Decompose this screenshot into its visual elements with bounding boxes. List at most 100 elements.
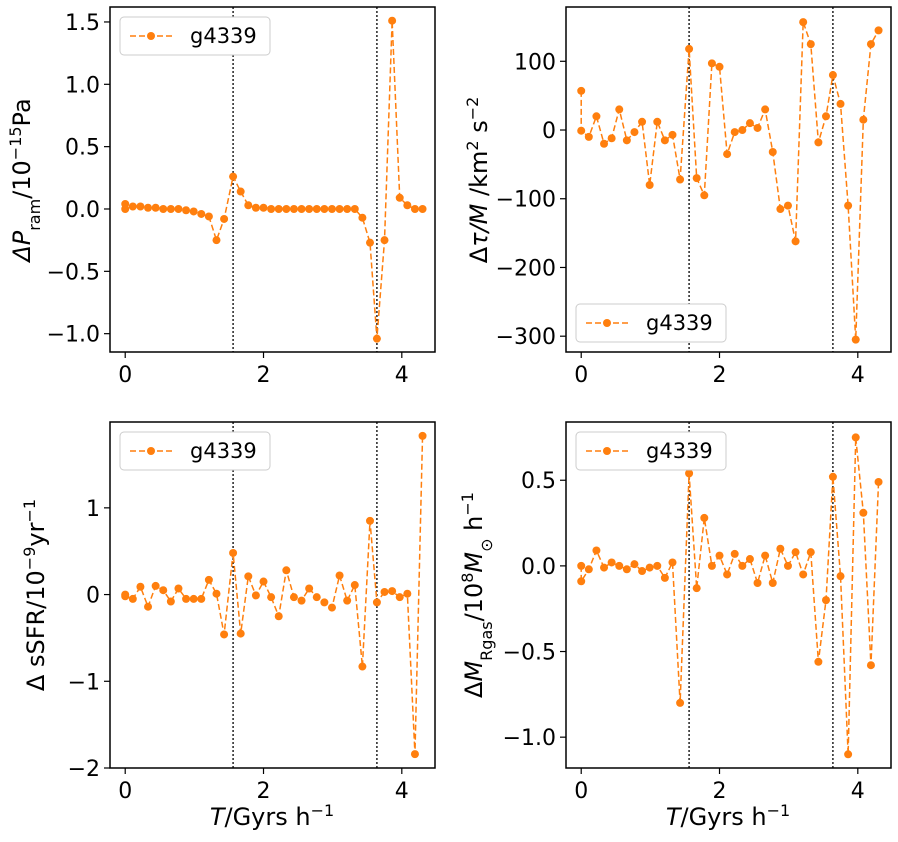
data-point — [700, 191, 709, 200]
data-point — [851, 433, 860, 442]
data-point — [305, 204, 314, 213]
data-point — [615, 561, 624, 570]
legend-label: g4339 — [646, 311, 713, 335]
legend-label: g4339 — [190, 24, 257, 48]
data-point — [638, 567, 647, 576]
data-point — [144, 602, 153, 611]
data-point — [866, 661, 875, 670]
data-point — [653, 117, 662, 126]
data-point — [305, 584, 314, 593]
data-point — [358, 662, 367, 671]
data-point — [791, 548, 800, 557]
data-point — [159, 586, 168, 595]
data-point — [592, 546, 601, 555]
data-point — [738, 561, 747, 570]
data-point — [259, 203, 268, 212]
data-point — [844, 201, 853, 210]
data-point — [660, 136, 669, 145]
x-tick-label: 2 — [257, 363, 271, 388]
x-tick-label: 4 — [395, 779, 409, 804]
legend-marker — [147, 32, 155, 40]
y-tick-label: −0.5 — [47, 260, 100, 285]
data-point — [289, 204, 298, 213]
x-tick-label: 0 — [118, 779, 132, 804]
x-tick-label: 2 — [257, 779, 271, 804]
data-point — [403, 589, 412, 598]
legend: g4339 — [119, 16, 271, 56]
data-point — [189, 594, 198, 603]
data-point — [738, 126, 747, 135]
y-tick-label: −0.5 — [503, 641, 556, 666]
data-point — [212, 589, 221, 598]
data-point — [182, 206, 191, 215]
y-tick-label: −1.0 — [503, 726, 556, 751]
data-point — [220, 214, 229, 223]
data-point — [753, 123, 762, 132]
data-point — [380, 587, 389, 596]
data-point — [768, 579, 777, 588]
data-point — [753, 579, 762, 588]
data-point — [174, 204, 183, 213]
data-point — [410, 204, 419, 213]
y-tick-label: 0.0 — [65, 198, 100, 223]
data-point — [783, 201, 792, 210]
data-point — [660, 573, 669, 582]
x-tick-label: 4 — [851, 363, 865, 388]
axes-frame — [109, 6, 436, 353]
data-line — [580, 21, 880, 340]
y-axis-label: Δτ/M /km2 s−2 — [463, 97, 494, 264]
data-point — [859, 508, 868, 517]
data-point — [645, 563, 654, 572]
y-tick-label: −1.0 — [47, 323, 100, 348]
data-point — [707, 561, 716, 570]
data-point — [395, 593, 404, 602]
data-point — [144, 203, 153, 212]
data-point — [700, 513, 709, 522]
data-point — [372, 334, 381, 343]
data-point — [638, 117, 647, 126]
data-line — [124, 435, 424, 755]
y-tick-label: 0.5 — [521, 469, 556, 494]
y-tick-label: −200 — [496, 256, 556, 281]
x-tick-label: 0 — [574, 779, 588, 804]
data-point — [229, 548, 238, 557]
data-point — [136, 582, 145, 591]
data-point — [776, 205, 785, 214]
data-point — [297, 596, 306, 605]
data-point — [320, 598, 329, 607]
data-point — [600, 139, 609, 148]
y-tick-label: 0 — [86, 584, 100, 609]
data-point — [197, 209, 206, 218]
data-point — [343, 596, 352, 605]
y-tick-label: 0 — [542, 119, 556, 144]
data-point — [366, 238, 374, 247]
data-point — [358, 213, 367, 222]
x-axis-label: T/Gyrs h−1 — [210, 801, 334, 832]
x-tick-label: 0 — [118, 363, 132, 388]
y-axis-label: Δ sSFR/10−9yr−1 — [20, 499, 51, 691]
data-point — [159, 204, 168, 213]
data-point — [128, 202, 137, 211]
data-point — [814, 657, 823, 666]
data-point — [622, 565, 631, 574]
data-point — [776, 544, 785, 553]
data-point — [372, 598, 381, 607]
data-line — [124, 20, 423, 339]
y-axis-label: ΔPram/10−15Pa — [6, 98, 44, 263]
data-point — [707, 59, 716, 68]
data-point — [259, 577, 268, 586]
y-tick-label: 0.0 — [521, 555, 556, 580]
data-point — [236, 629, 245, 638]
legend: g4339 — [575, 431, 727, 471]
legend-marker — [147, 447, 155, 455]
data-point — [851, 335, 860, 344]
data-point — [653, 561, 662, 570]
data-point — [343, 204, 352, 213]
data-point — [251, 203, 260, 212]
data-point — [630, 128, 639, 137]
data-point — [174, 584, 183, 593]
data-point — [388, 16, 397, 25]
data-point — [630, 560, 639, 569]
y-tick-label: −100 — [496, 188, 556, 213]
